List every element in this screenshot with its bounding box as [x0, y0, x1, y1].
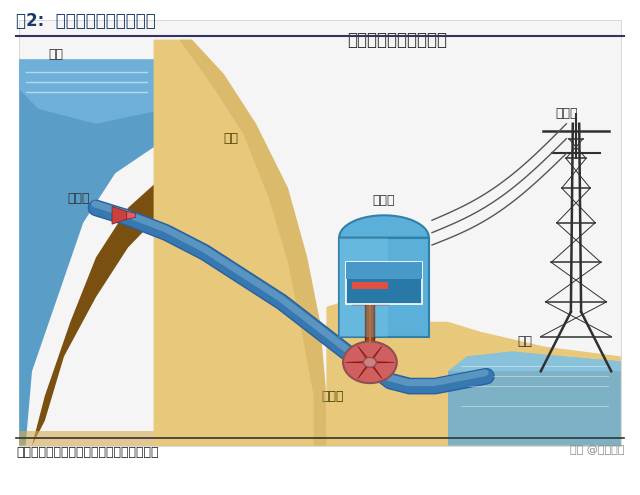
Polygon shape [370, 346, 382, 362]
Bar [369, 301, 371, 344]
Circle shape [364, 357, 376, 367]
Polygon shape [112, 206, 127, 224]
Polygon shape [154, 40, 326, 446]
Text: 水库: 水库 [48, 48, 63, 61]
Polygon shape [326, 297, 621, 446]
Text: 水轮机: 水轮机 [321, 390, 344, 402]
Text: 电力网: 电力网 [555, 107, 578, 120]
Circle shape [343, 342, 397, 383]
Bar [339, 238, 429, 337]
Text: 发电机: 发电机 [372, 277, 396, 290]
Polygon shape [19, 59, 166, 124]
Bar [352, 284, 388, 304]
Polygon shape [370, 362, 382, 379]
Polygon shape [448, 351, 621, 446]
Text: 发电站: 发电站 [372, 194, 396, 207]
Polygon shape [370, 362, 394, 363]
Polygon shape [19, 431, 621, 446]
Polygon shape [339, 215, 429, 238]
Polygon shape [358, 362, 370, 379]
Polygon shape [346, 362, 370, 363]
Polygon shape [19, 20, 621, 446]
Text: 头条 @未来智库: 头条 @未来智库 [570, 446, 624, 455]
Polygon shape [448, 351, 621, 371]
Polygon shape [127, 211, 136, 219]
Text: 进水口: 进水口 [67, 192, 90, 204]
Polygon shape [179, 40, 326, 446]
Text: 水力发电的原理示意图: 水力发电的原理示意图 [347, 31, 447, 49]
Polygon shape [19, 173, 166, 446]
Polygon shape [358, 346, 370, 362]
Bar [352, 282, 388, 289]
Text: 数据来源：长江电力官网、东吴证券研究所: 数据来源：长江电力官网、东吴证券研究所 [16, 446, 159, 458]
Text: 大坝: 大坝 [223, 132, 238, 145]
Text: 图2:  水力发电的原理示意图: 图2: 水力发电的原理示意图 [16, 12, 156, 30]
Text: 河流: 河流 [517, 335, 532, 348]
Bar [365, 301, 374, 344]
Polygon shape [339, 238, 388, 337]
Bar [346, 262, 422, 279]
Bar [346, 262, 422, 304]
Polygon shape [19, 59, 166, 446]
